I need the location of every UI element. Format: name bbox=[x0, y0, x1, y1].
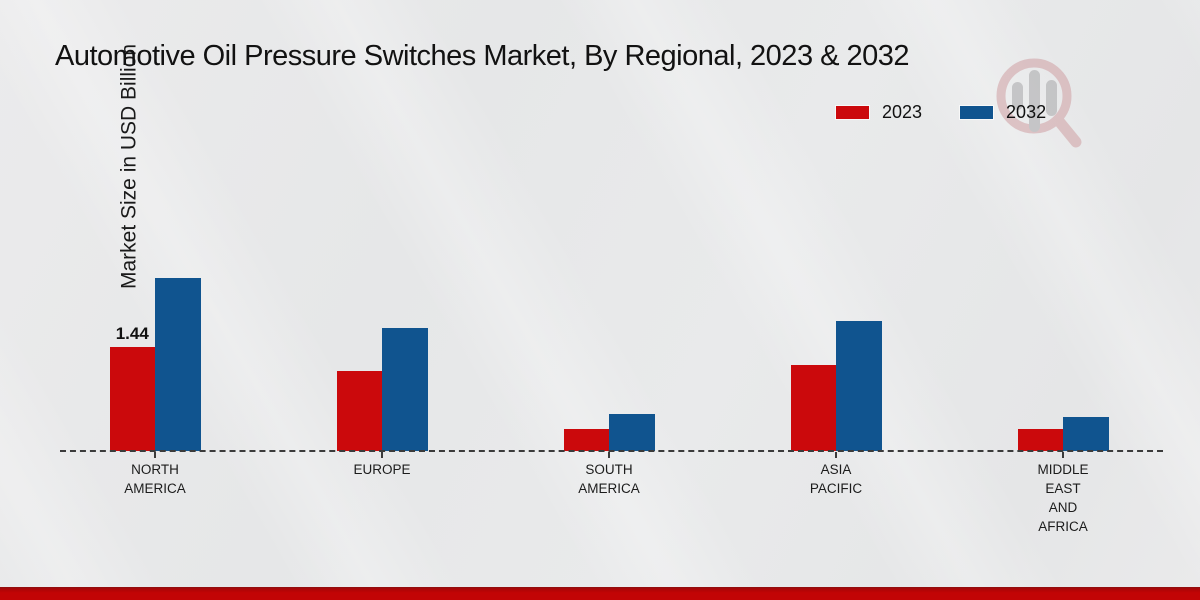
category-label-europe: EUROPE bbox=[353, 462, 411, 477]
category-label-middle-east-and-africa: MIDDLE EAST AND AFRICA bbox=[1037, 462, 1089, 535]
bar-2032-middle-east-and-africa bbox=[1063, 417, 1109, 451]
bar-2023-asia-pacific bbox=[790, 365, 836, 451]
legend: 2023 2032 bbox=[836, 102, 1046, 123]
x-axis-baseline bbox=[60, 450, 1163, 452]
category-label-south-america: SOUTH AMERICA bbox=[578, 462, 640, 497]
bar-2023-middle-east-and-africa bbox=[1017, 429, 1063, 451]
legend-label-2023: 2023 bbox=[882, 102, 923, 122]
x-axis-tick-asia-pacific bbox=[835, 452, 837, 458]
watermark-magnifier-logo bbox=[996, 58, 1082, 148]
bar-2032-north-america bbox=[155, 278, 201, 451]
bar-2023-europe bbox=[336, 371, 382, 451]
x-axis-tick-north-america bbox=[154, 452, 156, 458]
category-label-asia-pacific: ASIA PACIFIC bbox=[809, 462, 863, 497]
bar-2032-south-america bbox=[609, 414, 655, 451]
x-axis-tick-middle-east-and-africa bbox=[1062, 452, 1064, 458]
bar-2023-south-america bbox=[563, 429, 609, 451]
legend-item-2032: 2032 bbox=[960, 102, 1046, 123]
chart-title: Automotive Oil Pressure Switches Market,… bbox=[55, 40, 910, 72]
data-label-2023-north-america: 1.44 bbox=[115, 324, 149, 343]
legend-swatch-2023 bbox=[836, 106, 869, 119]
legend-swatch-2032 bbox=[960, 106, 994, 119]
legend-label-2032: 2032 bbox=[1006, 102, 1047, 122]
x-axis-tick-south-america bbox=[608, 452, 610, 458]
category-label-north-america: NORTH AMERICA bbox=[124, 462, 186, 497]
bottom-accent-band bbox=[0, 587, 1200, 600]
bar-2023-north-america bbox=[109, 347, 155, 451]
bar-2032-europe bbox=[382, 328, 428, 451]
legend-item-2023: 2023 bbox=[836, 102, 922, 123]
bar-2032-asia-pacific bbox=[836, 321, 882, 451]
x-axis-tick-europe bbox=[381, 452, 383, 458]
y-axis-label: Market Size in USD Billion bbox=[117, 43, 141, 289]
